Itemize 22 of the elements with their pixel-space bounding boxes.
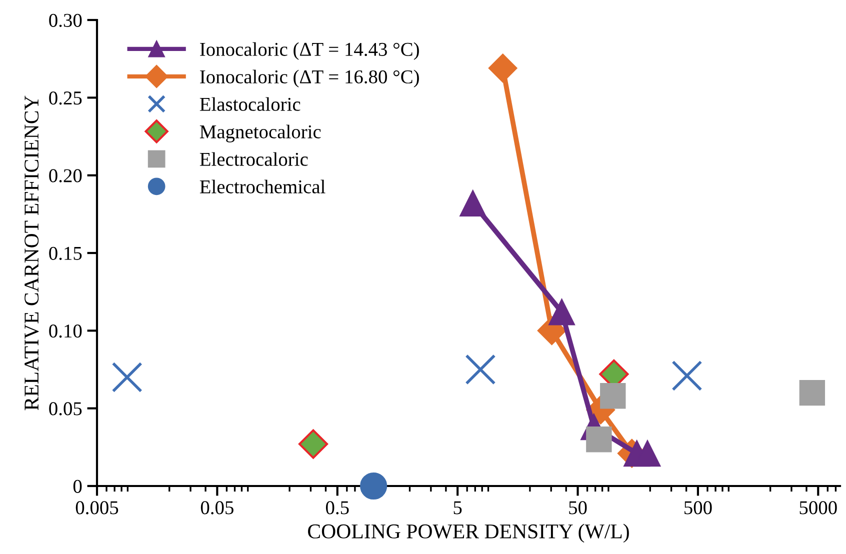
y-tick-label: 0.05: [49, 402, 82, 416]
y-tick-label: 0.30: [49, 14, 82, 28]
legend-label: Ionocaloric (ΔT = 16.80 °C): [200, 70, 419, 88]
legend-label: Magnetocaloric: [200, 124, 321, 142]
y-tick-label: 0.15: [49, 246, 82, 260]
y-tick-label: 0: [73, 480, 82, 493]
x-tick-label: 5: [454, 501, 462, 514]
y-tick-label: 0.10: [49, 324, 82, 338]
y-tick-label: 0.20: [49, 169, 82, 182]
legend-label: Electrocaloric: [200, 152, 308, 166]
x-tick-label: 5000: [800, 501, 837, 514]
legend-label: Electrochemical: [200, 180, 326, 194]
x-tick-label: 500: [684, 501, 712, 514]
x-tick-label: 0.005: [76, 501, 118, 514]
x-axis-title: COOLING POWER DENSITY (W/L): [308, 524, 629, 543]
x-tick-label: 0.5: [326, 501, 349, 514]
y-axis-title: RELATIVE CARNOT EFFICIENCY: [24, 96, 39, 410]
legend-label: Elastocaloric: [200, 97, 300, 111]
x-tick-label: 0.05: [200, 501, 234, 514]
y-tick-label: 0.25: [49, 91, 82, 105]
legend-label: Ionocaloric (ΔT = 14.43 °C): [200, 42, 419, 60]
x-tick-label: 50: [569, 501, 587, 514]
